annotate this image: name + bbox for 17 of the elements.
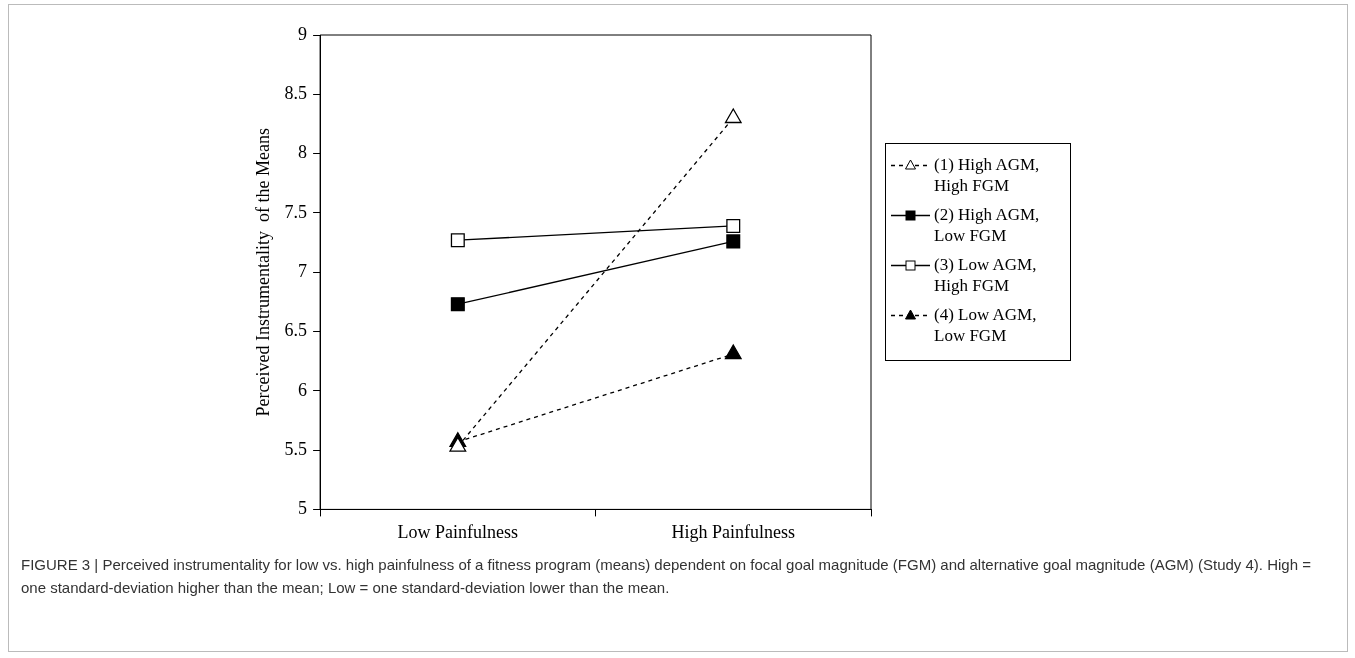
legend-label: (2) High AGM, Low FGM — [934, 204, 1041, 246]
y-tick-label: 5 — [298, 498, 308, 519]
caption: FIGURE 3 | Perceived instrumentality for low vs. high painfulness of a fitness program (means) dependent on focal goal magnitude (FGM) and alternative goal magnitude (AGM) (Study 4). High = one standard-deviation higher than the mean; Low = one standard-deviation lower than the mean. — [21, 555, 1312, 598]
y-tick-label: 7 — [298, 260, 308, 281]
legend-label: (3) Low AGM, High FGM — [934, 254, 1038, 296]
y-tick-label: 6 — [298, 379, 308, 400]
y-axis-title: Perceived Instrumentality of the Means — [252, 127, 273, 417]
x-tick-label: High Painfulness — [671, 521, 796, 542]
legend-label: (1) High AGM, High FGM — [934, 154, 1041, 196]
legend-label: (4) Low AGM, Low FGM — [934, 304, 1038, 346]
y-tick-label: 9 — [298, 23, 308, 44]
y-tick-label: 5.5 — [284, 438, 308, 459]
y-tick-label: 6.5 — [284, 320, 308, 341]
x-tick-label: Low Painfulness — [397, 521, 519, 542]
y-tick-label: 8 — [298, 142, 308, 163]
y-tick-label: 8.5 — [284, 83, 308, 104]
y-tick-label: 7.5 — [284, 201, 308, 222]
